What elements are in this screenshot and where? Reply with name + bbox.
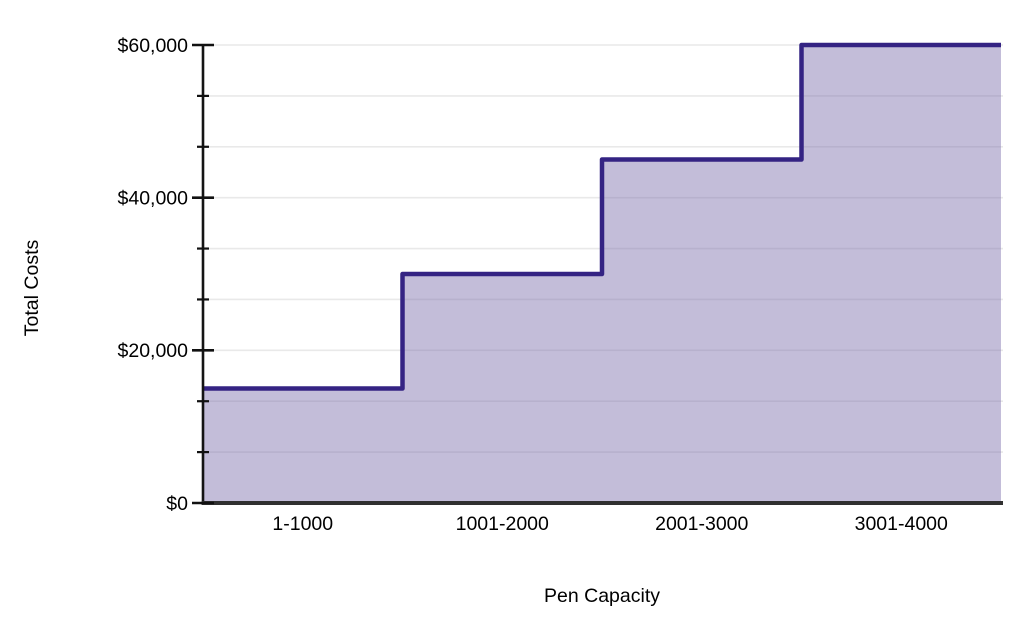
y-tick-label: $60,000 [118,35,189,57]
x-axis-title: Pen Capacity [544,585,660,607]
x-tick-label: 1001-2000 [456,513,549,535]
y-axis-title: Total Costs [21,240,43,337]
x-tick-label: 3001-4000 [855,513,948,535]
y-tick-label: $20,000 [118,340,189,362]
x-tick-label: 1-1000 [272,513,333,535]
y-tick-label: $0 [166,493,188,515]
x-tick-label: 2001-3000 [655,513,748,535]
gridlines-group [203,44,1003,453]
x-tick-labels-group: 1-1000 1001-2000 2001-3000 3001-4000 [272,513,948,535]
y-tick-labels-group: $0 $20,000 $40,000 $60,000 [118,35,189,515]
y-ticks-group [192,43,214,505]
y-tick-label: $40,000 [118,187,189,209]
step-line-series [203,42,1001,391]
